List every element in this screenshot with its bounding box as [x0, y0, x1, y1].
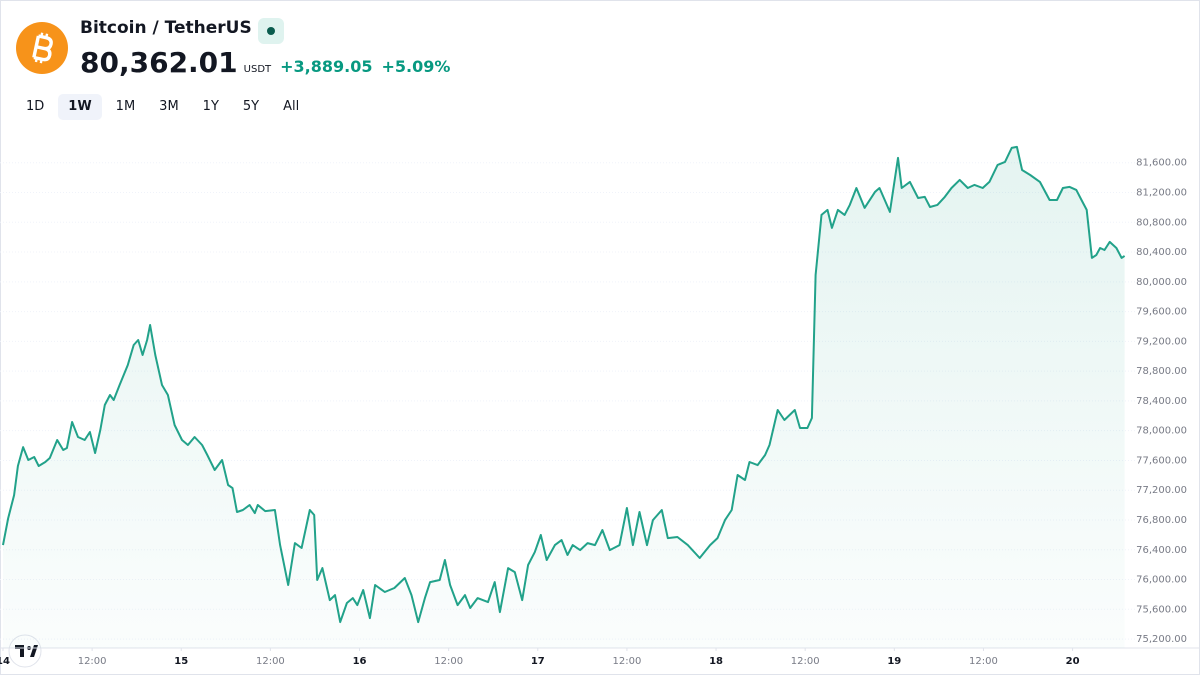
x-tick-label: 12:00	[613, 656, 642, 667]
y-tick-label: 75,600.00	[1136, 604, 1187, 615]
y-tick-label: 77,200.00	[1136, 485, 1187, 496]
x-tick-label: 18	[709, 656, 723, 667]
symbol-title: Bitcoin / TetherUS	[80, 18, 252, 38]
x-tick-label: 12:00	[969, 656, 998, 667]
y-tick-label: 78,000.00	[1136, 426, 1187, 437]
y-tick-label: 81,600.00	[1136, 158, 1187, 169]
y-tick-label: 78,400.00	[1136, 396, 1187, 407]
header: Bitcoin / TetherUS 80,362.01 USDT +3,889…	[0, 0, 1200, 90]
y-tick-label: 76,400.00	[1136, 545, 1187, 556]
y-tick-label: 78,800.00	[1136, 366, 1187, 377]
y-tick-label: 76,800.00	[1136, 515, 1187, 526]
y-tick-label: 80,400.00	[1136, 247, 1187, 258]
x-tick-label: 19	[887, 656, 901, 667]
x-tick-label: 12:00	[434, 656, 463, 667]
range-button[interactable]: 1D	[26, 99, 45, 114]
x-tick-label: 12:00	[78, 656, 107, 667]
y-tick-label: 76,000.00	[1136, 575, 1187, 586]
range-button[interactable]: All	[283, 99, 300, 114]
logo	[16, 22, 68, 74]
range-tabs: 1D 1W 1M 3M 1Y 5Y All	[16, 94, 309, 120]
range-button[interactable]: 1W	[58, 94, 102, 120]
x-tick-label: 12:00	[256, 656, 285, 667]
x-tick-label: 12:00	[791, 656, 820, 667]
currency: USDT	[243, 64, 272, 75]
x-tick-label: 16	[353, 656, 367, 667]
y-tick-label: 80,000.00	[1136, 277, 1187, 288]
y-tick-label: 80,800.00	[1136, 217, 1187, 228]
area-fill	[3, 146, 1125, 648]
price: 80,362.01	[80, 46, 238, 79]
x-tick-label: 20	[1066, 656, 1080, 667]
range-button[interactable]: 3M	[159, 99, 179, 114]
change: +3,889.05	[280, 57, 373, 76]
range-button[interactable]: 1M	[115, 99, 136, 114]
price-line	[2, 145, 1126, 624]
status-badge	[258, 18, 284, 44]
y-tick-label: 79,600.00	[1136, 307, 1187, 318]
range-button[interactable]: 1Y	[202, 99, 219, 114]
y-tick-label: 81,200.00	[1136, 188, 1187, 199]
x-tick-label: 14	[0, 656, 10, 667]
price-row: 80,362.01 USDT +3,889.05 +5.09%	[80, 46, 450, 79]
x-tick-label: 15	[174, 656, 188, 667]
y-tick-label: 75,200.00	[1136, 634, 1187, 645]
change-percent: +5.09%	[381, 57, 451, 76]
range-button[interactable]: 5Y	[242, 99, 260, 114]
x-tick-label: 17	[531, 656, 545, 667]
y-tick-label: 79,200.00	[1136, 336, 1187, 347]
y-tick-label: 77,600.00	[1136, 455, 1187, 466]
